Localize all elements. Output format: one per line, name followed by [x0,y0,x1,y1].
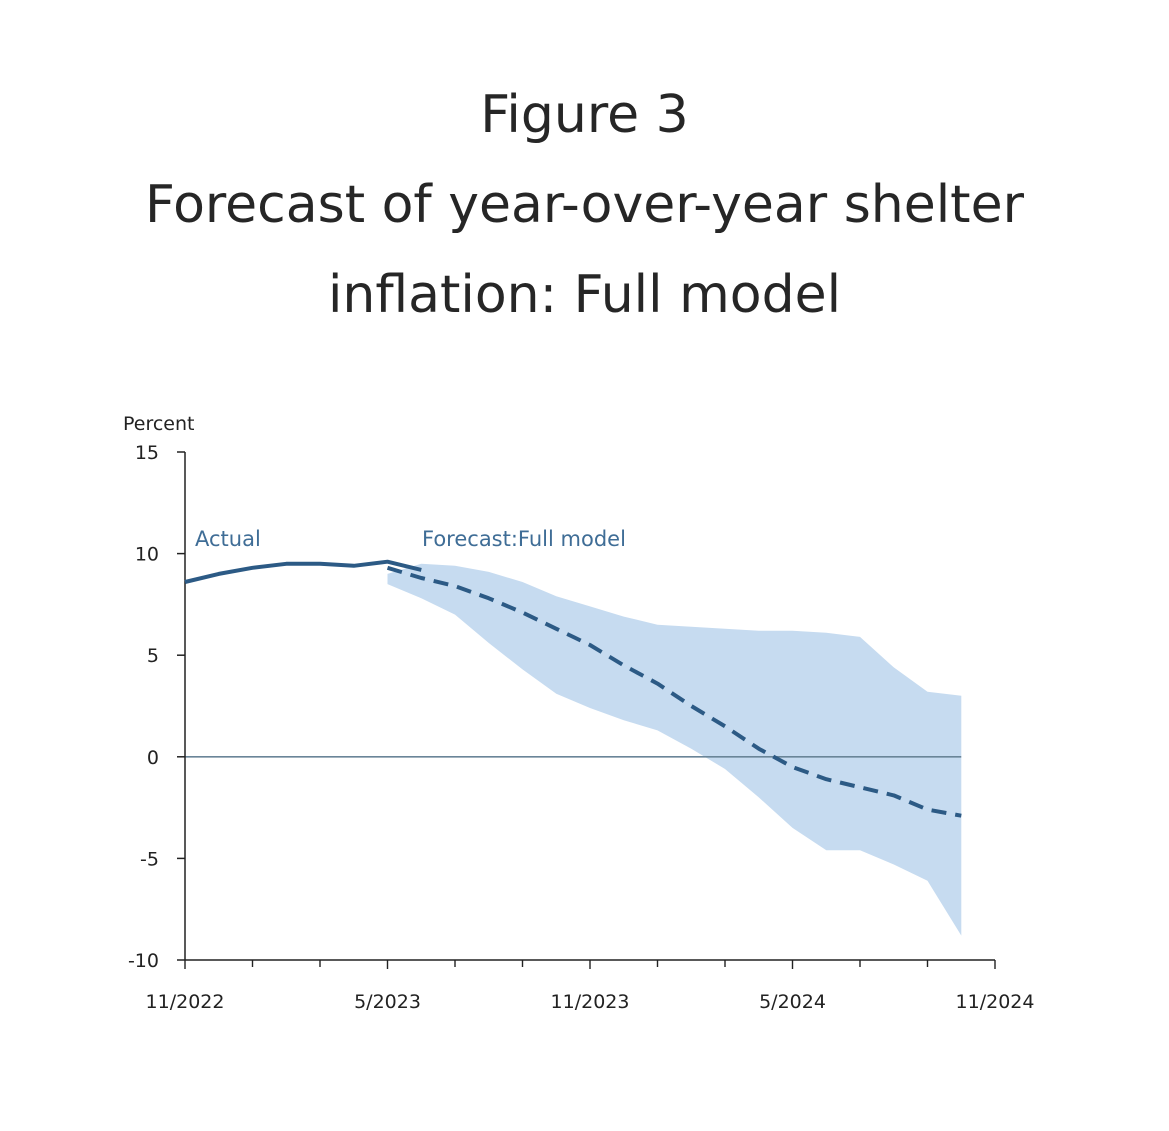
x-tick-label: 11/2022 [146,991,225,1013]
forecast-line [386,565,962,818]
labels-layer: 15 10 5 0 -5 -10 Percent 11/2022 5/2023 11/2023 5/… [123,413,1034,1013]
y-tick-label: 0 [147,747,159,769]
x-tick-label: 11/2024 [956,991,1035,1013]
chart-title-block: Figure 3 Forecast of year-over-year shel… [0,70,1169,340]
actual-annotation: Actual [195,527,261,551]
y-axis-title: Percent [123,413,195,435]
x-tick-label: 11/2023 [551,991,630,1013]
x-tick-label: 5/2023 [354,991,421,1013]
y-tick-label: 15 [135,442,159,464]
y-tick-label: 10 [135,544,159,566]
axes-layer [177,451,996,969]
series-layer [184,559,962,818]
y-tick-label: -10 [128,950,159,972]
y-tick-label: -5 [140,848,159,870]
forecast-annotation: Forecast:Full model [422,527,626,551]
forecast-confidence-band-layer [387,563,962,936]
chart-title-line-1: Forecast of year-over-year shelter [145,175,1024,235]
y-tick-label: 5 [147,645,159,667]
x-tick-label: 5/2024 [759,991,826,1013]
forecast-confidence-band [387,563,962,936]
figure-label: Figure 3 [480,85,689,145]
actual-line [184,559,422,584]
chart-title-line-2: inflation: Full model [327,265,842,325]
